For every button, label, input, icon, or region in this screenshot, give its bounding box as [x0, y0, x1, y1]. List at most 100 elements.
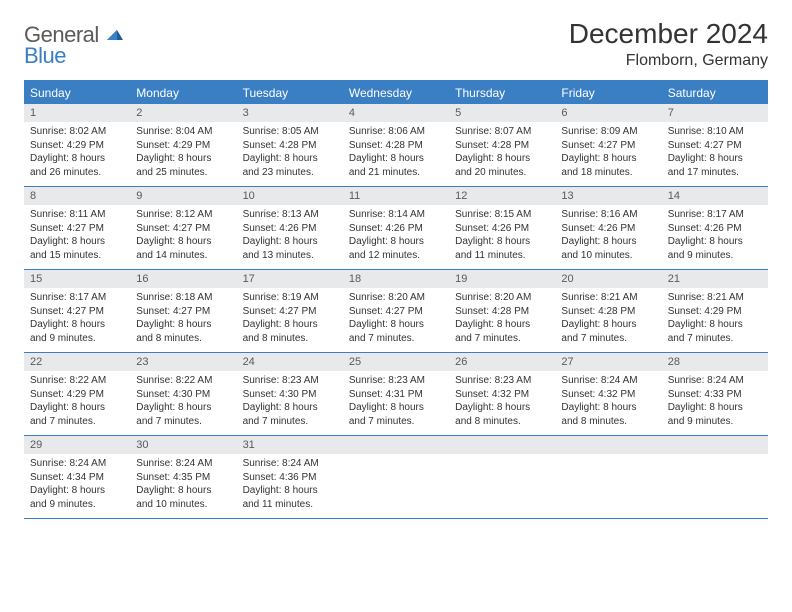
calendar-day: 16Sunrise: 8:18 AMSunset: 4:27 PMDayligh… — [130, 270, 236, 352]
day-details: Sunrise: 8:13 AMSunset: 4:26 PMDaylight:… — [237, 205, 343, 266]
day-number: 11 — [343, 187, 449, 205]
day-details: Sunrise: 8:14 AMSunset: 4:26 PMDaylight:… — [343, 205, 449, 266]
sunset-line: Sunset: 4:28 PM — [243, 139, 337, 153]
day-number: 5 — [449, 104, 555, 122]
page-header: General Blue December 2024 Flomborn, Ger… — [24, 18, 768, 70]
day-details — [555, 454, 661, 461]
day-details: Sunrise: 8:17 AMSunset: 4:27 PMDaylight:… — [24, 288, 130, 349]
daylight-line: Daylight: 8 hours and 18 minutes. — [561, 152, 655, 179]
sunset-line: Sunset: 4:30 PM — [243, 388, 337, 402]
calendar: Sunday Monday Tuesday Wednesday Thursday… — [24, 80, 768, 519]
sunset-line: Sunset: 4:32 PM — [455, 388, 549, 402]
calendar-day: 15Sunrise: 8:17 AMSunset: 4:27 PMDayligh… — [24, 270, 130, 352]
brand-logo: General Blue — [24, 18, 125, 67]
day-details: Sunrise: 8:23 AMSunset: 4:30 PMDaylight:… — [237, 371, 343, 432]
daylight-line: Daylight: 8 hours and 7 minutes. — [30, 401, 124, 428]
sunrise-line: Sunrise: 8:17 AM — [30, 291, 124, 305]
day-details: Sunrise: 8:05 AMSunset: 4:28 PMDaylight:… — [237, 122, 343, 183]
sunrise-line: Sunrise: 8:24 AM — [243, 457, 337, 471]
sunrise-line: Sunrise: 8:22 AM — [30, 374, 124, 388]
daylight-line: Daylight: 8 hours and 9 minutes. — [668, 401, 762, 428]
day-details: Sunrise: 8:24 AMSunset: 4:36 PMDaylight:… — [237, 454, 343, 515]
sunrise-line: Sunrise: 8:24 AM — [136, 457, 230, 471]
sunrise-line: Sunrise: 8:09 AM — [561, 125, 655, 139]
day-details — [662, 454, 768, 461]
sunset-line: Sunset: 4:33 PM — [668, 388, 762, 402]
sunset-line: Sunset: 4:29 PM — [30, 139, 124, 153]
sunrise-line: Sunrise: 8:15 AM — [455, 208, 549, 222]
sunset-line: Sunset: 4:27 PM — [136, 222, 230, 236]
calendar-week: 15Sunrise: 8:17 AMSunset: 4:27 PMDayligh… — [24, 270, 768, 353]
daylight-line: Daylight: 8 hours and 8 minutes. — [561, 401, 655, 428]
calendar-day: 22Sunrise: 8:22 AMSunset: 4:29 PMDayligh… — [24, 353, 130, 435]
calendar-day: 9Sunrise: 8:12 AMSunset: 4:27 PMDaylight… — [130, 187, 236, 269]
day-number: 12 — [449, 187, 555, 205]
day-number: 23 — [130, 353, 236, 371]
calendar-day: 24Sunrise: 8:23 AMSunset: 4:30 PMDayligh… — [237, 353, 343, 435]
calendar-day: 25Sunrise: 8:23 AMSunset: 4:31 PMDayligh… — [343, 353, 449, 435]
daylight-line: Daylight: 8 hours and 7 minutes. — [136, 401, 230, 428]
sunrise-line: Sunrise: 8:20 AM — [349, 291, 443, 305]
page-title: December 2024 — [569, 18, 768, 50]
sunset-line: Sunset: 4:26 PM — [455, 222, 549, 236]
day-number: 4 — [343, 104, 449, 122]
sunrise-line: Sunrise: 8:04 AM — [136, 125, 230, 139]
calendar-day — [555, 436, 661, 518]
sunrise-line: Sunrise: 8:18 AM — [136, 291, 230, 305]
sunrise-line: Sunrise: 8:24 AM — [30, 457, 124, 471]
brand-line2: Blue — [24, 45, 125, 67]
location-label: Flomborn, Germany — [569, 52, 768, 70]
calendar-day: 30Sunrise: 8:24 AMSunset: 4:35 PMDayligh… — [130, 436, 236, 518]
day-number: 17 — [237, 270, 343, 288]
sunset-line: Sunset: 4:31 PM — [349, 388, 443, 402]
sunrise-line: Sunrise: 8:23 AM — [243, 374, 337, 388]
calendar-day: 5Sunrise: 8:07 AMSunset: 4:28 PMDaylight… — [449, 104, 555, 186]
sunrise-line: Sunrise: 8:16 AM — [561, 208, 655, 222]
calendar-weeks: 1Sunrise: 8:02 AMSunset: 4:29 PMDaylight… — [24, 104, 768, 519]
calendar-day: 26Sunrise: 8:23 AMSunset: 4:32 PMDayligh… — [449, 353, 555, 435]
calendar-day: 8Sunrise: 8:11 AMSunset: 4:27 PMDaylight… — [24, 187, 130, 269]
day-number: 26 — [449, 353, 555, 371]
day-number: 29 — [24, 436, 130, 454]
daylight-line: Daylight: 8 hours and 20 minutes. — [455, 152, 549, 179]
daylight-line: Daylight: 8 hours and 26 minutes. — [30, 152, 124, 179]
day-number — [343, 436, 449, 454]
sunset-line: Sunset: 4:27 PM — [30, 222, 124, 236]
daylight-line: Daylight: 8 hours and 10 minutes. — [561, 235, 655, 262]
sunrise-line: Sunrise: 8:22 AM — [136, 374, 230, 388]
calendar-day — [449, 436, 555, 518]
day-number — [449, 436, 555, 454]
daylight-line: Daylight: 8 hours and 9 minutes. — [668, 235, 762, 262]
day-details: Sunrise: 8:04 AMSunset: 4:29 PMDaylight:… — [130, 122, 236, 183]
calendar-day: 3Sunrise: 8:05 AMSunset: 4:28 PMDaylight… — [237, 104, 343, 186]
day-number: 22 — [24, 353, 130, 371]
brand-text: General Blue — [24, 24, 125, 67]
brand-triangle-icon — [105, 28, 125, 47]
day-number: 10 — [237, 187, 343, 205]
calendar-week: 8Sunrise: 8:11 AMSunset: 4:27 PMDaylight… — [24, 187, 768, 270]
day-details: Sunrise: 8:22 AMSunset: 4:29 PMDaylight:… — [24, 371, 130, 432]
title-block: December 2024 Flomborn, Germany — [569, 18, 768, 70]
sunset-line: Sunset: 4:28 PM — [561, 305, 655, 319]
sunset-line: Sunset: 4:26 PM — [243, 222, 337, 236]
sunset-line: Sunset: 4:26 PM — [668, 222, 762, 236]
day-number: 30 — [130, 436, 236, 454]
sunrise-line: Sunrise: 8:23 AM — [455, 374, 549, 388]
sunrise-line: Sunrise: 8:20 AM — [455, 291, 549, 305]
weekday-header: Wednesday — [343, 82, 449, 104]
calendar-day: 21Sunrise: 8:21 AMSunset: 4:29 PMDayligh… — [662, 270, 768, 352]
daylight-line: Daylight: 8 hours and 8 minutes. — [455, 401, 549, 428]
sunset-line: Sunset: 4:26 PM — [349, 222, 443, 236]
day-details: Sunrise: 8:22 AMSunset: 4:30 PMDaylight:… — [130, 371, 236, 432]
sunset-line: Sunset: 4:27 PM — [30, 305, 124, 319]
day-number — [555, 436, 661, 454]
daylight-line: Daylight: 8 hours and 21 minutes. — [349, 152, 443, 179]
day-number: 14 — [662, 187, 768, 205]
day-details: Sunrise: 8:06 AMSunset: 4:28 PMDaylight:… — [343, 122, 449, 183]
daylight-line: Daylight: 8 hours and 17 minutes. — [668, 152, 762, 179]
daylight-line: Daylight: 8 hours and 10 minutes. — [136, 484, 230, 511]
day-number: 16 — [130, 270, 236, 288]
day-details: Sunrise: 8:02 AMSunset: 4:29 PMDaylight:… — [24, 122, 130, 183]
day-details: Sunrise: 8:23 AMSunset: 4:32 PMDaylight:… — [449, 371, 555, 432]
daylight-line: Daylight: 8 hours and 11 minutes. — [243, 484, 337, 511]
